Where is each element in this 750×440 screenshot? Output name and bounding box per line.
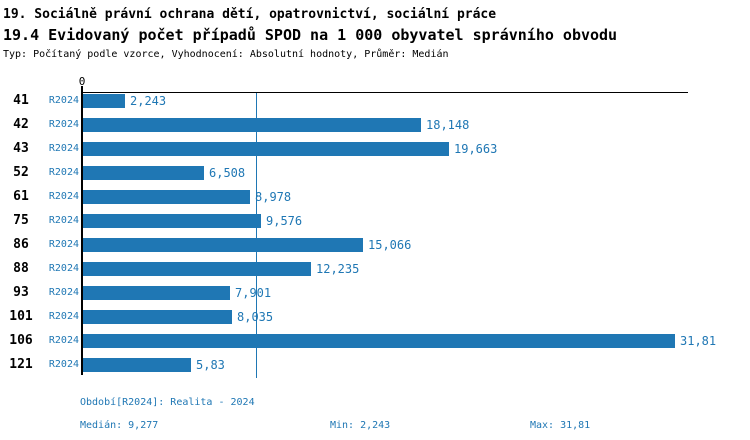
category-label: 93 (13, 285, 29, 300)
bar (83, 118, 421, 132)
bar (83, 142, 449, 156)
bar-value-label: 18,148 (426, 118, 470, 132)
series-label: R2024 (48, 143, 79, 154)
category-label: 43 (13, 141, 29, 156)
bar-value-label: 19,663 (454, 142, 498, 156)
bar (83, 214, 261, 228)
series-label: R2024 (48, 167, 79, 178)
series-label: R2024 (48, 239, 79, 250)
category-label: 88 (13, 261, 29, 276)
bar (83, 262, 311, 276)
bar-value-label: 8,978 (255, 190, 292, 204)
max-stat: Max: 31,81 (530, 420, 591, 431)
bar (83, 334, 675, 348)
bar (83, 358, 191, 372)
series-label: R2024 (48, 263, 79, 274)
category-label: 101 (9, 309, 33, 324)
category-label: 106 (9, 333, 33, 348)
bar (83, 94, 125, 108)
median-line (256, 93, 257, 378)
bar (83, 286, 230, 300)
series-label: R2024 (48, 215, 79, 226)
x-axis-zero-label: 0 (78, 75, 86, 88)
bar-value-label: 7,901 (235, 286, 272, 300)
indicator-title: 19.4 Evidovaný počet případů SPOD na 1 0… (3, 26, 618, 44)
min-stat: Min: 2,243 (330, 420, 391, 431)
bar-value-label: 5,83 (196, 358, 225, 372)
median-stat: Medián: 9,277 (80, 420, 159, 431)
category-label: 86 (13, 237, 29, 252)
series-label: R2024 (48, 95, 79, 106)
category-label: 75 (13, 213, 29, 228)
category-label: 52 (13, 165, 29, 180)
bar-value-label: 12,235 (316, 262, 360, 276)
bar-value-label: 31,81 (680, 334, 717, 348)
category-label: 41 (13, 93, 29, 108)
bar (83, 310, 232, 324)
bar-value-label: 15,066 (368, 238, 412, 252)
bar (83, 166, 204, 180)
bar-value-label: 6,508 (209, 166, 246, 180)
chart-subtitle: Typ: Počítaný podle vzorce, Vyhodnocení:… (3, 49, 449, 60)
series-label: R2024 (48, 191, 79, 202)
category-label: 121 (9, 357, 33, 372)
category-label: 61 (13, 189, 29, 204)
series-label: R2024 (48, 287, 79, 298)
y-axis-line (81, 86, 83, 375)
bar (83, 190, 250, 204)
series-label: R2024 (48, 311, 79, 322)
bar-value-label: 2,243 (130, 94, 167, 108)
category-label: 42 (13, 117, 29, 132)
report-title: 19. Sociálně právní ochrana dětí, opatro… (3, 7, 497, 22)
series-label: R2024 (48, 359, 79, 370)
bar-value-label: 9,576 (266, 214, 303, 228)
x-axis-line (81, 92, 688, 93)
bar (83, 238, 363, 252)
series-label: R2024 (48, 335, 79, 346)
period-label: Období[R2024]: Realita - 2024 (80, 397, 255, 408)
series-label: R2024 (48, 119, 79, 130)
bar-value-label: 8,035 (237, 310, 274, 324)
